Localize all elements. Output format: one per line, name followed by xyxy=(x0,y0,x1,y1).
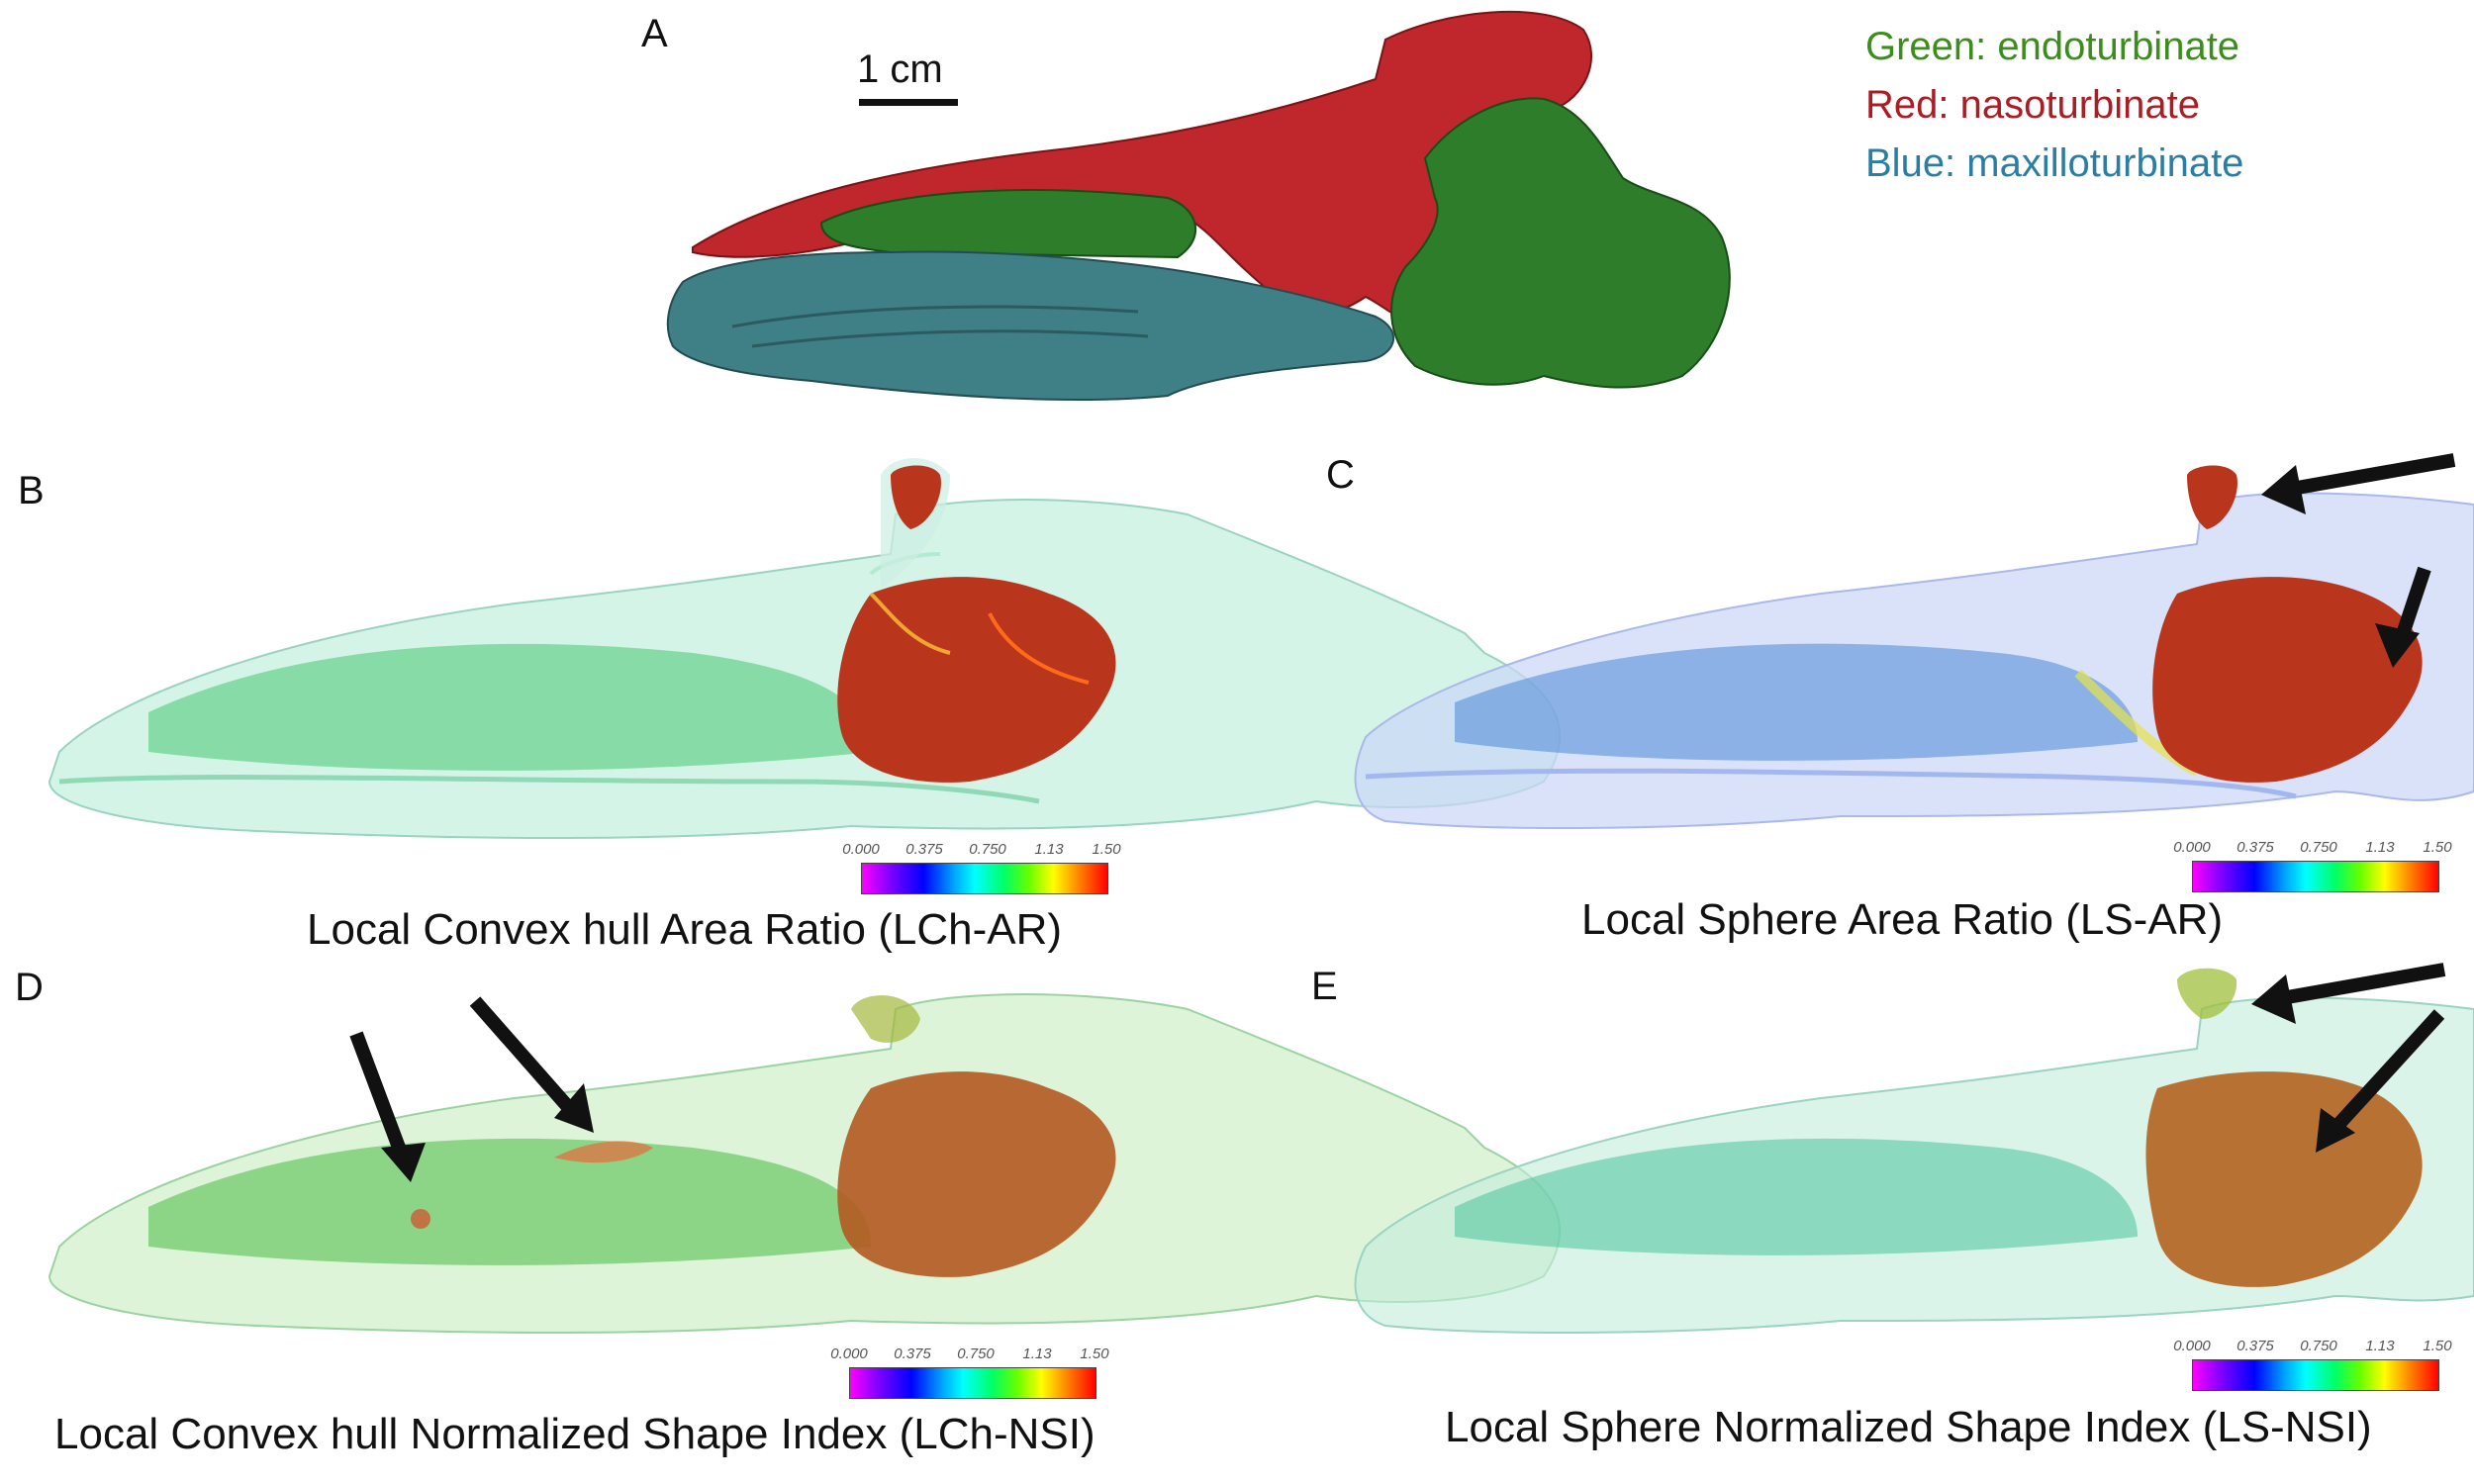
panel-e-letter: E xyxy=(1311,965,1338,1008)
colorbar-c-gradient xyxy=(2192,861,2439,892)
colorbar-c-tick: 0.375 xyxy=(2236,839,2274,856)
colorbar-d-tick: 1.13 xyxy=(1022,1345,1052,1362)
colorbar-d: 0.000 0.375 0.750 1.13 1.50 xyxy=(830,1345,1109,1400)
colorbar-b-tick: 1.13 xyxy=(1034,841,1064,858)
panel-b-letter: B xyxy=(18,469,45,512)
colorbar-e-gradient xyxy=(2192,1359,2439,1391)
colorbar-b: 0.000 0.375 0.750 1.13 1.50 xyxy=(842,841,1121,895)
colorbar-b-tick: 1.50 xyxy=(1092,841,1121,858)
panel-d-letter: D xyxy=(15,966,44,1009)
colorbar-d-tick: 0.375 xyxy=(894,1345,931,1362)
scale-bar-label: 1 cm xyxy=(857,47,943,91)
colorbar-c-tick: 1.13 xyxy=(2365,839,2395,856)
legend-item-endoturbinate: Green: endoturbinate xyxy=(1865,25,2240,68)
colorbar-b-tick: 0.750 xyxy=(969,841,1006,858)
colorbar-c: 0.000 0.375 0.750 1.13 1.50 xyxy=(2173,839,2452,893)
colorbar-b-tick: 0.000 xyxy=(842,841,880,858)
panel-d-caption: Local Convex hull Normalized Shape Index… xyxy=(54,1410,1095,1458)
panel-e-caption: Local Sphere Normalized Shape Index (LS-… xyxy=(1445,1403,2372,1451)
colorbar-b-tick: 0.375 xyxy=(905,841,943,858)
colorbar-e-tick: 1.13 xyxy=(2365,1338,2395,1354)
colorbar-c-tick: 1.50 xyxy=(2423,839,2452,856)
colorbar-e-tick: 0.750 xyxy=(2300,1338,2337,1354)
colorbar-d-tick: 1.50 xyxy=(1080,1345,1109,1362)
colorbar-d-gradient xyxy=(849,1367,1096,1399)
scale-bar xyxy=(859,99,958,106)
panel-a-letter: A xyxy=(641,12,668,55)
endoturbinate-region xyxy=(819,189,1197,259)
colorbar-e: 0.000 0.375 0.750 1.13 1.50 xyxy=(2173,1338,2452,1392)
legend-item-nasoturbinate: Red: nasoturbinate xyxy=(1865,83,2201,127)
colorbar-e-tick: 0.375 xyxy=(2236,1338,2274,1354)
legend: Green: endoturbinate Red: nasoturbinate … xyxy=(1865,25,2243,186)
colorbar-c-tick: 0.000 xyxy=(2173,839,2211,856)
colorbar-e-tick: 1.50 xyxy=(2423,1338,2452,1354)
panel-c-caption: Local Sphere Area Ratio (LS-AR) xyxy=(1581,895,2224,944)
colorbar-d-tick: 0.000 xyxy=(830,1345,868,1362)
endoturbinate-posterior xyxy=(1390,97,1731,389)
colorbar-d-tick: 0.750 xyxy=(957,1345,995,1362)
maxilloturbinate-region xyxy=(666,250,1395,402)
colorbar-e-tick: 0.000 xyxy=(2173,1338,2211,1354)
legend-item-maxilloturbinate: Blue: maxilloturbinate xyxy=(1865,141,2244,185)
colorbar-c-tick: 0.750 xyxy=(2300,839,2337,856)
panel-b-caption: Local Convex hull Area Ratio (LCh-AR) xyxy=(307,905,1063,954)
panel-c-letter: C xyxy=(1326,453,1355,497)
colorbar-b-gradient xyxy=(861,863,1108,894)
